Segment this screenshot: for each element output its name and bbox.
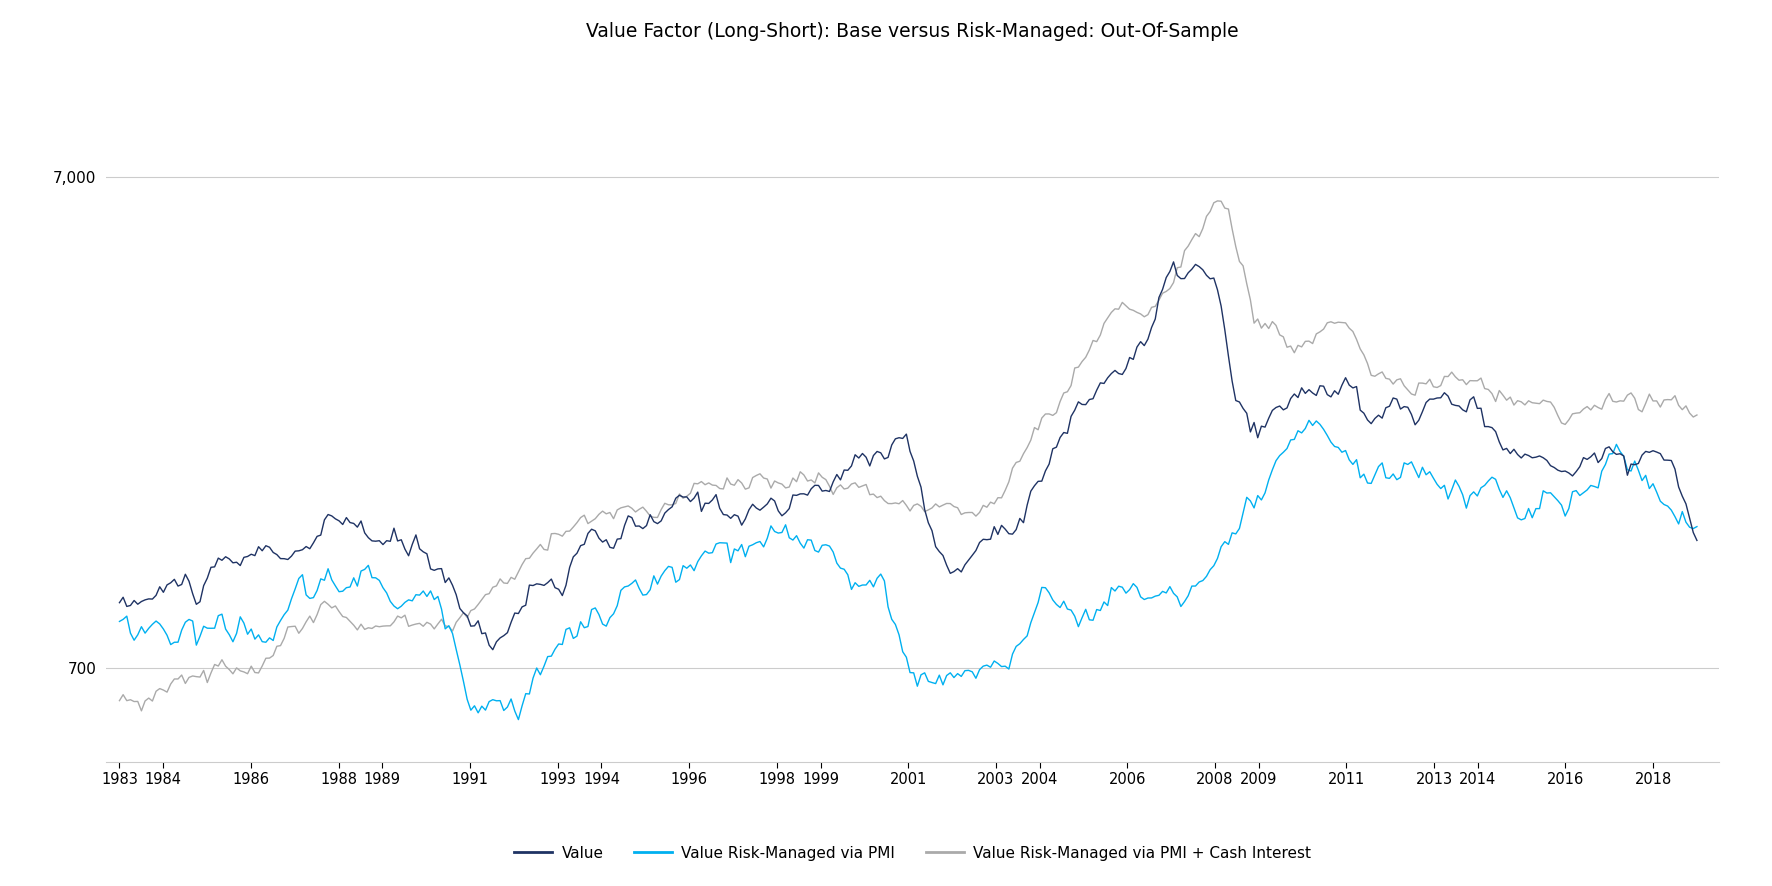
Value Risk-Managed via PMI + Cash Interest	[1210, 196, 1232, 206]
Value Risk-Managed via PMI + Cash Interest	[1687, 409, 1708, 420]
Value Risk-Managed via PMI + Cash Interest	[108, 696, 129, 706]
Value Risk-Managed via PMI + Cash Interest	[1028, 424, 1049, 435]
Value	[230, 560, 252, 571]
Line: Value Risk-Managed via PMI + Cash Interest: Value Risk-Managed via PMI + Cash Intere…	[119, 201, 1698, 711]
Line: Value Risk-Managed via PMI: Value Risk-Managed via PMI	[119, 420, 1698, 719]
Value Risk-Managed via PMI + Cash Interest	[1364, 371, 1386, 382]
Value	[1210, 300, 1232, 311]
Line: Value: Value	[119, 262, 1698, 649]
Value Risk-Managed via PMI	[1028, 597, 1049, 608]
Value Risk-Managed via PMI + Cash Interest	[1207, 196, 1228, 206]
Value Risk-Managed via PMI	[509, 714, 530, 725]
Value Risk-Managed via PMI	[1687, 521, 1708, 532]
Value Risk-Managed via PMI + Cash Interest	[1561, 408, 1582, 419]
Value Risk-Managed via PMI	[1331, 447, 1352, 457]
Value Risk-Managed via PMI	[1299, 415, 1320, 425]
Value Risk-Managed via PMI + Cash Interest	[1331, 317, 1352, 328]
Legend: Value, Value Risk-Managed via PMI, Value Risk-Managed via PMI + Cash Interest: Value, Value Risk-Managed via PMI, Value…	[509, 840, 1317, 867]
Value	[108, 597, 129, 608]
Title: Value Factor (Long-Short): Base versus Risk-Managed: Out-Of-Sample: Value Factor (Long-Short): Base versus R…	[587, 22, 1239, 41]
Value	[1687, 535, 1708, 546]
Value Risk-Managed via PMI	[108, 616, 129, 626]
Value	[482, 644, 503, 655]
Value Risk-Managed via PMI	[1207, 553, 1228, 563]
Value	[1162, 257, 1184, 268]
Value Risk-Managed via PMI + Cash Interest	[131, 705, 152, 716]
Value Risk-Managed via PMI	[1561, 486, 1582, 497]
Value	[1561, 470, 1582, 481]
Value Risk-Managed via PMI	[230, 611, 252, 622]
Value	[1364, 413, 1386, 424]
Value Risk-Managed via PMI + Cash Interest	[234, 666, 255, 677]
Value Risk-Managed via PMI	[1364, 470, 1386, 480]
Value	[1028, 476, 1049, 486]
Value	[1331, 380, 1352, 391]
